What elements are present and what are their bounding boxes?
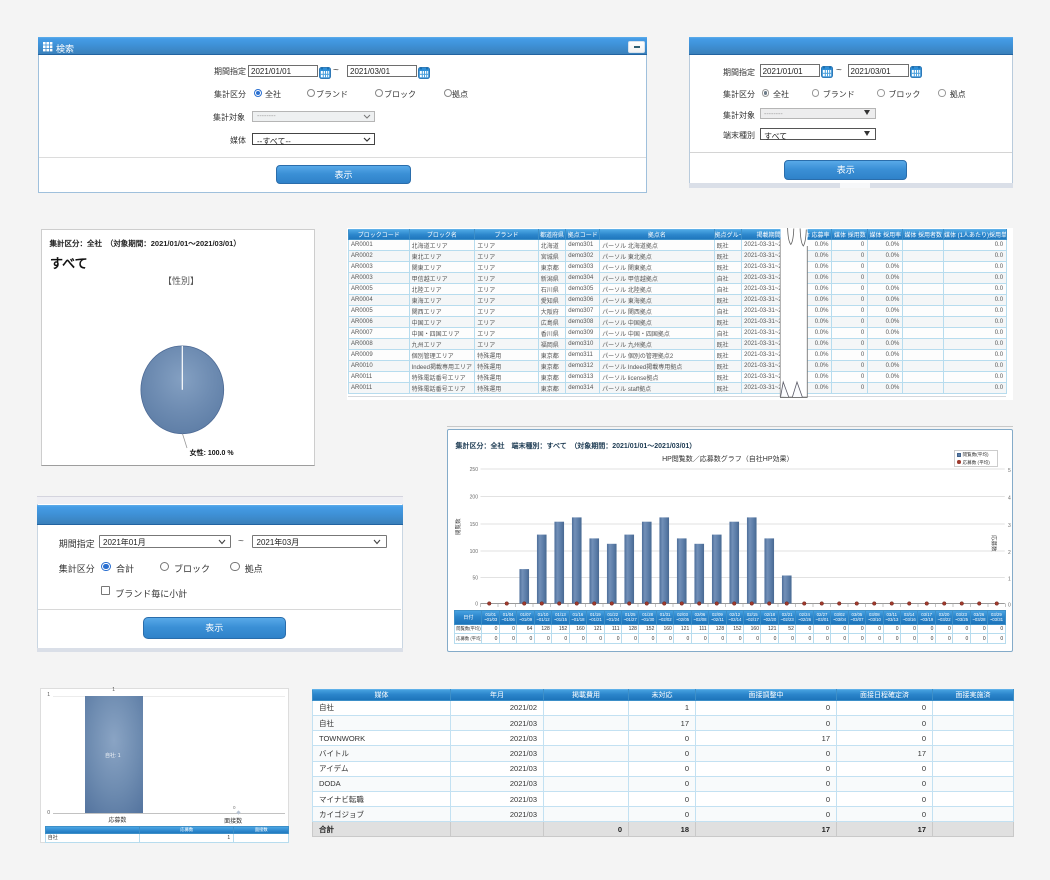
svg-text:3: 3 (1008, 523, 1011, 529)
svg-text:100: 100 (470, 549, 479, 555)
svg-text:4: 4 (1008, 496, 1011, 502)
svg-text:1: 1 (1008, 577, 1011, 583)
svg-text:50: 50 (472, 576, 478, 582)
svg-text:250: 250 (470, 467, 479, 473)
svg-text:200: 200 (470, 495, 479, 501)
svg-text:0: 0 (475, 602, 478, 608)
svg-text:閲覧数: 閲覧数 (454, 518, 462, 535)
svg-text:150: 150 (470, 522, 479, 528)
svg-text:2: 2 (1008, 550, 1011, 556)
svg-text:0: 0 (1008, 603, 1011, 609)
svg-text:応募数: 応募数 (990, 535, 998, 552)
svg-text:5: 5 (1008, 468, 1011, 474)
